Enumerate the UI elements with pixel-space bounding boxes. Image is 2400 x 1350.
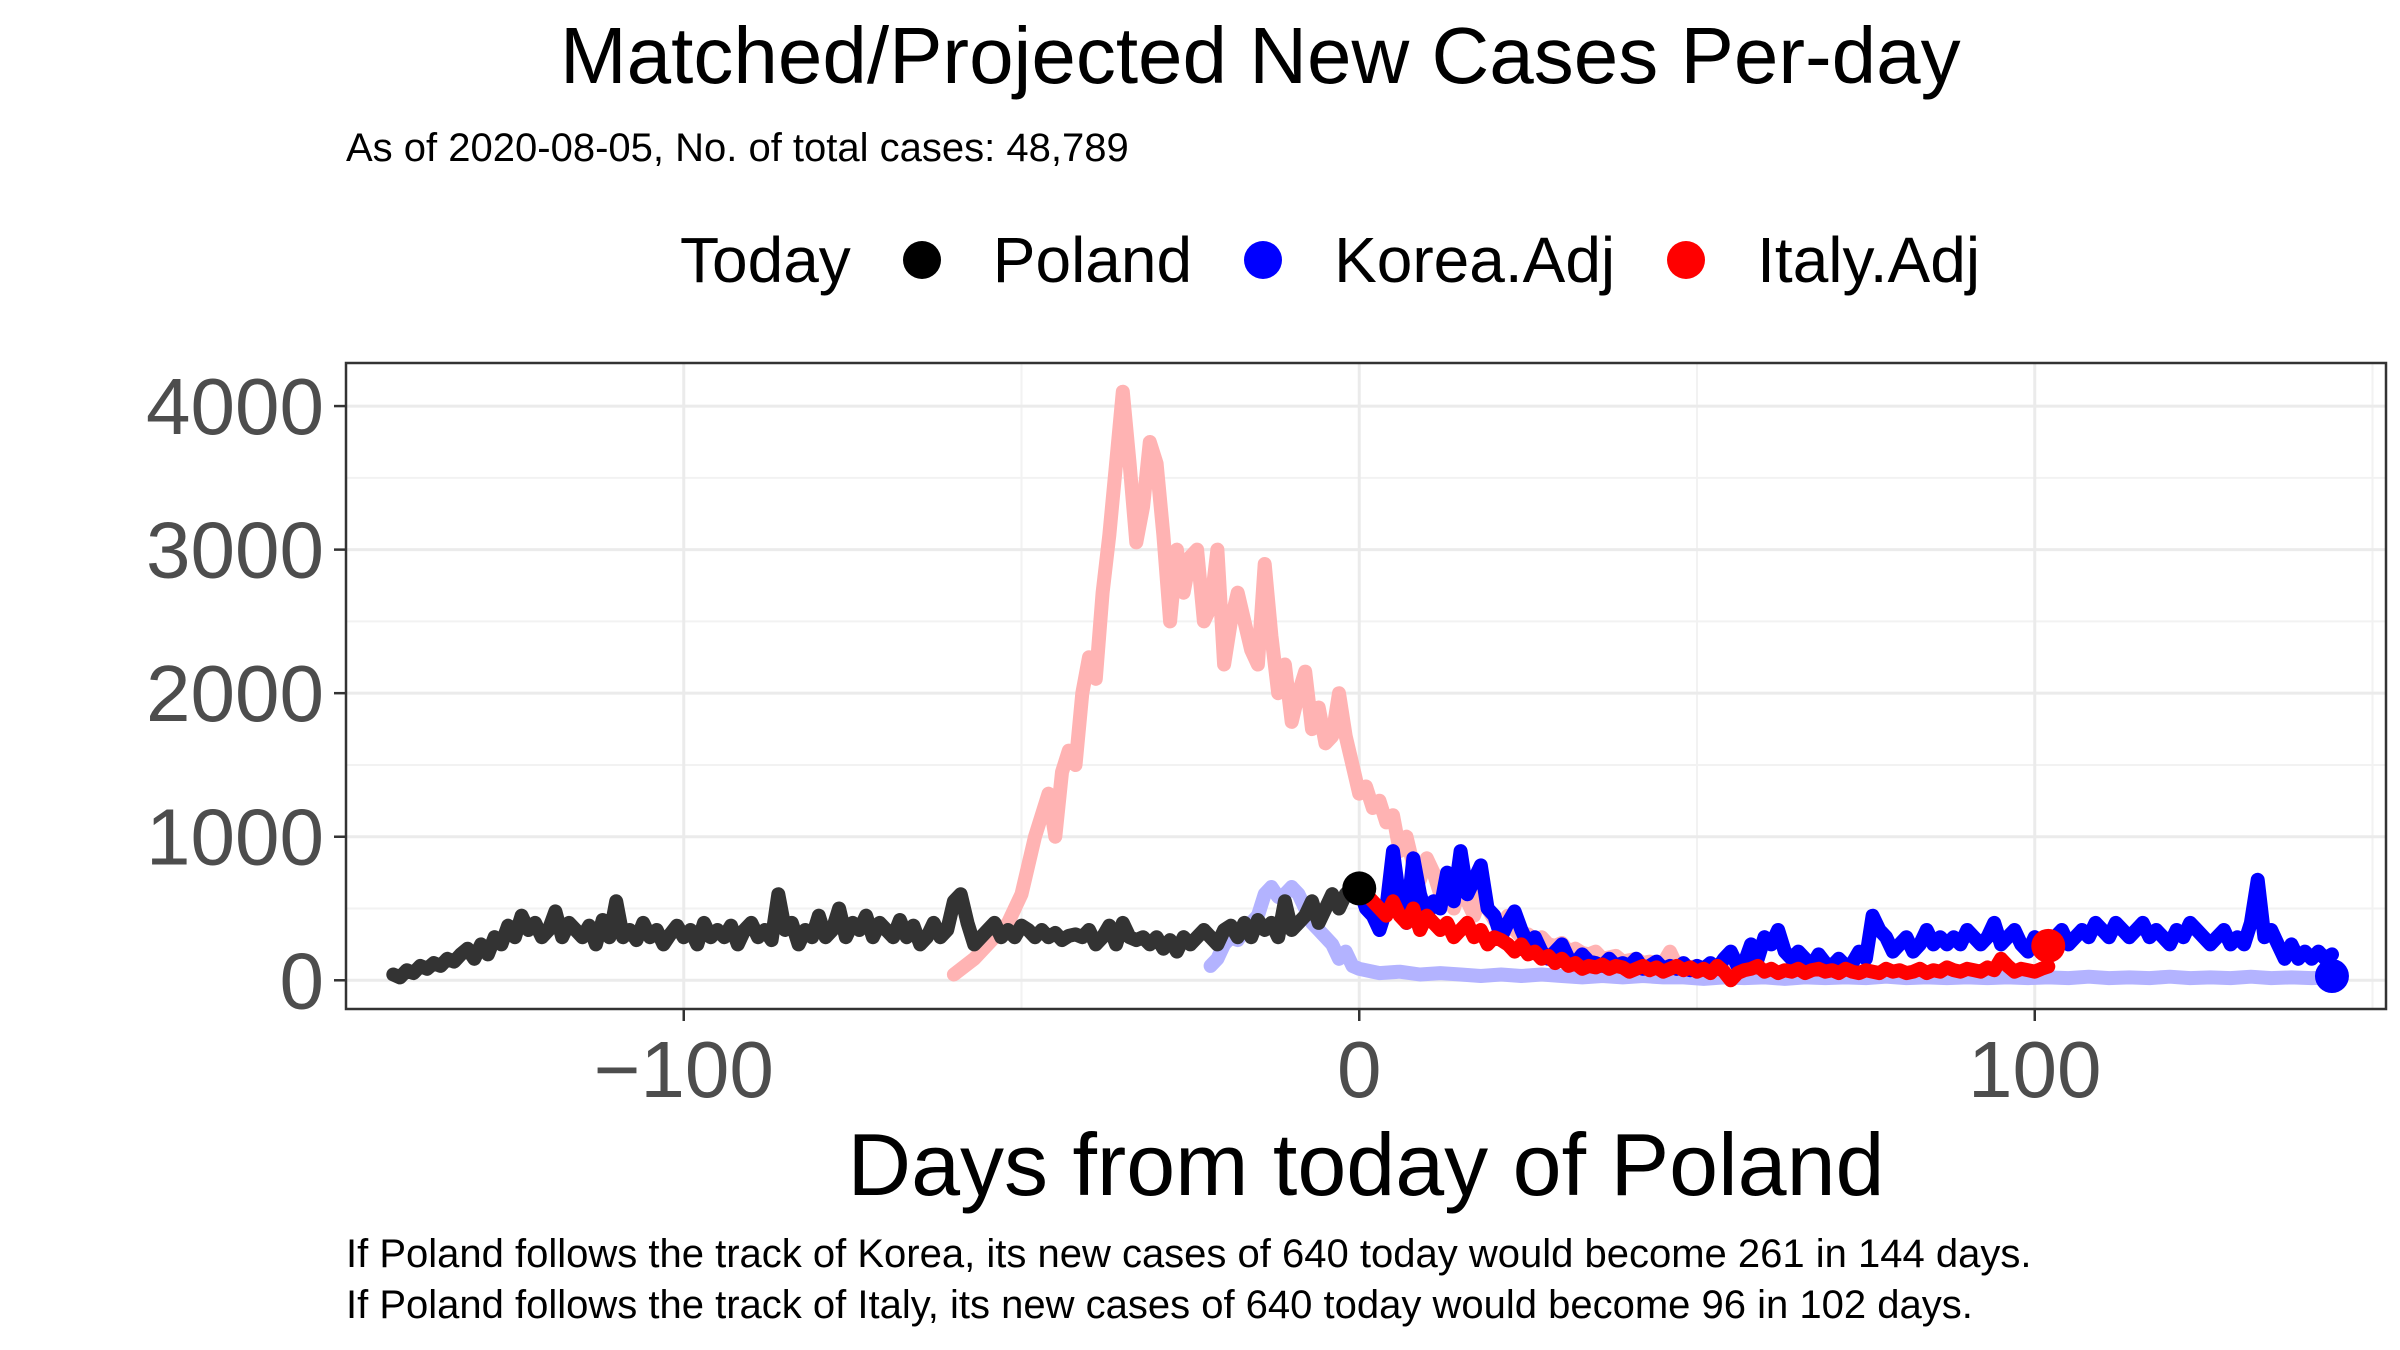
series-line-korea-adj-matched bbox=[1203, 880, 2339, 986]
chart-subtitle: As of 2020-08-05, No. of total cases: 48… bbox=[346, 126, 1129, 170]
today-markers bbox=[1342, 871, 2349, 993]
x-tick-label: −100 bbox=[594, 1025, 774, 1114]
series-line-italy-adj-projected bbox=[1352, 881, 2056, 988]
legend: Today Poland Korea.Adj Italy.Adj bbox=[680, 220, 2032, 300]
legend-item-korea: Korea.Adj bbox=[1244, 223, 1615, 297]
legend-label-italy: Italy.Adj bbox=[1757, 224, 1981, 296]
plot-panel-border bbox=[344, 361, 2388, 1011]
marker-italy-adj bbox=[2031, 928, 2066, 963]
y-tick-label: 1000 bbox=[146, 793, 324, 882]
y-tick-label: 3000 bbox=[146, 506, 324, 595]
x-axis-label: Days from today of Poland bbox=[848, 1115, 1885, 1214]
legend-item-italy: Italy.Adj bbox=[1667, 223, 1980, 297]
legend-label-korea: Korea.Adj bbox=[1334, 224, 1616, 296]
y-tick-label: 2000 bbox=[146, 649, 324, 738]
y-tick-label: 0 bbox=[280, 936, 325, 1025]
series-line-poland-observed bbox=[386, 880, 1367, 985]
y-tick-label: 4000 bbox=[146, 362, 324, 451]
marker-korea-adj bbox=[2314, 958, 2349, 993]
legend-item-poland: Poland bbox=[902, 223, 1193, 297]
x-tick-label: 0 bbox=[1337, 1025, 1382, 1114]
caption-korea: If Poland follows the track of Korea, it… bbox=[346, 1232, 2032, 1276]
chart-title: Matched/Projected New Cases Per-day bbox=[560, 11, 1961, 100]
x-tick-label: 100 bbox=[1968, 1025, 2101, 1114]
legend-key-poland bbox=[902, 241, 941, 279]
legend-key-italy bbox=[1667, 241, 1706, 279]
marker-poland bbox=[1342, 871, 1377, 906]
series-lines bbox=[386, 384, 2339, 988]
legend-title: Today bbox=[680, 224, 851, 296]
legend-label-poland: Poland bbox=[992, 224, 1193, 296]
caption-italy: If Poland follows the track of Italy, it… bbox=[346, 1283, 1973, 1327]
legend-key-korea bbox=[1244, 241, 1283, 279]
